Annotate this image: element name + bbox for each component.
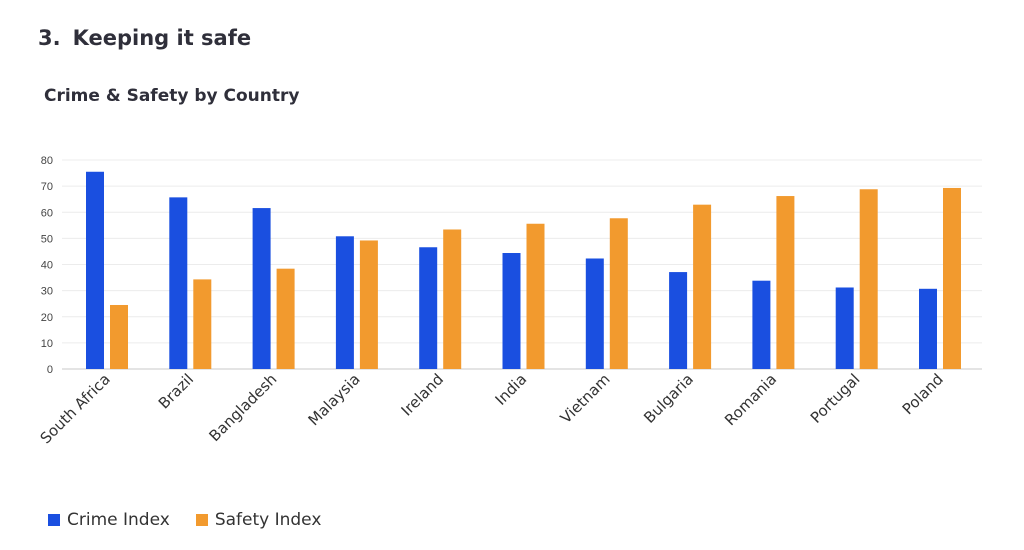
x-tick-label-brazil: Brazil (155, 370, 197, 412)
x-tick-label-malaysia: Malaysia (305, 370, 364, 429)
bar-safety-index-ireland (443, 229, 462, 369)
y-tick-label-30: 30 (41, 286, 53, 298)
section-number: 3. (38, 26, 61, 50)
bar-safety-index-bulgaria (693, 204, 712, 369)
x-tick-label-bangladesh: Bangladesh (206, 370, 281, 445)
bar-safety-index-south-africa (110, 304, 128, 369)
chart-legend: Crime Index Safety Index (48, 510, 347, 530)
x-tick-label-vietnam: Vietnam (557, 370, 614, 427)
bar-safety-index-brazil (193, 279, 212, 369)
bar-crime-index-brazil (169, 197, 188, 369)
y-tick-label-80: 80 (41, 155, 53, 167)
legend-swatch-crime (48, 514, 60, 526)
legend-label-safety: Safety Index (214, 510, 322, 530)
bar-crime-index-bangladesh (252, 208, 271, 369)
x-tick-label-poland: Poland (899, 370, 947, 418)
legend-swatch-safety (195, 514, 208, 526)
bar-crime-index-south-africa (86, 171, 104, 369)
y-tick-label-10: 10 (41, 338, 53, 350)
y-tick-label-20: 20 (41, 312, 53, 324)
bar-crime-index-ireland (419, 247, 438, 369)
x-tick-label-romania: Romania (721, 370, 780, 429)
chart-title: Crime & Safety by Country (44, 86, 300, 106)
bar-crime-index-romania (752, 280, 771, 369)
y-tick-label-40: 40 (41, 260, 53, 272)
bar-safety-index-romania (776, 196, 795, 369)
section-title: Keeping it safe (72, 26, 252, 50)
y-tick-label-70: 70 (41, 181, 53, 193)
bar-chart: 0 10 20 30 40 50 60 70 80 South Africa Brazil Bangl… (37, 155, 982, 447)
legend-item-crime[interactable]: Crime Index (48, 510, 170, 530)
bar-safety-index-bangladesh (276, 268, 295, 369)
legend-label-crime: Crime Index (67, 510, 170, 530)
bar-safety-index-poland (943, 187, 961, 369)
x-tick-label-bulgaria: Bulgaria (640, 370, 697, 427)
bar-safety-index-portugal (859, 189, 878, 369)
x-tick-label-india: India (492, 370, 531, 409)
section-heading: 3. Keeping it safe (38, 26, 251, 50)
bar-safety-index-india (526, 223, 545, 369)
bar-safety-index-vietnam (609, 218, 628, 369)
y-tick-label-50: 50 (41, 233, 53, 245)
y-tick-label-60: 60 (41, 207, 53, 219)
x-tick-label-south-africa: South Africa (37, 370, 114, 447)
bar-crime-index-india (502, 253, 521, 369)
bar-crime-index-poland (919, 288, 937, 369)
y-tick-label-0: 0 (47, 364, 53, 376)
bar-safety-index-malaysia (359, 240, 378, 369)
legend-item-safety[interactable]: Safety Index (195, 510, 322, 530)
bar-crime-index-malaysia (335, 236, 354, 369)
x-tick-label-portugal: Portugal (807, 370, 864, 427)
bar-crime-index-bulgaria (669, 272, 688, 369)
bar-crime-index-portugal (835, 287, 854, 369)
bar-crime-index-vietnam (585, 258, 604, 369)
x-tick-label-ireland: Ireland (398, 370, 447, 419)
